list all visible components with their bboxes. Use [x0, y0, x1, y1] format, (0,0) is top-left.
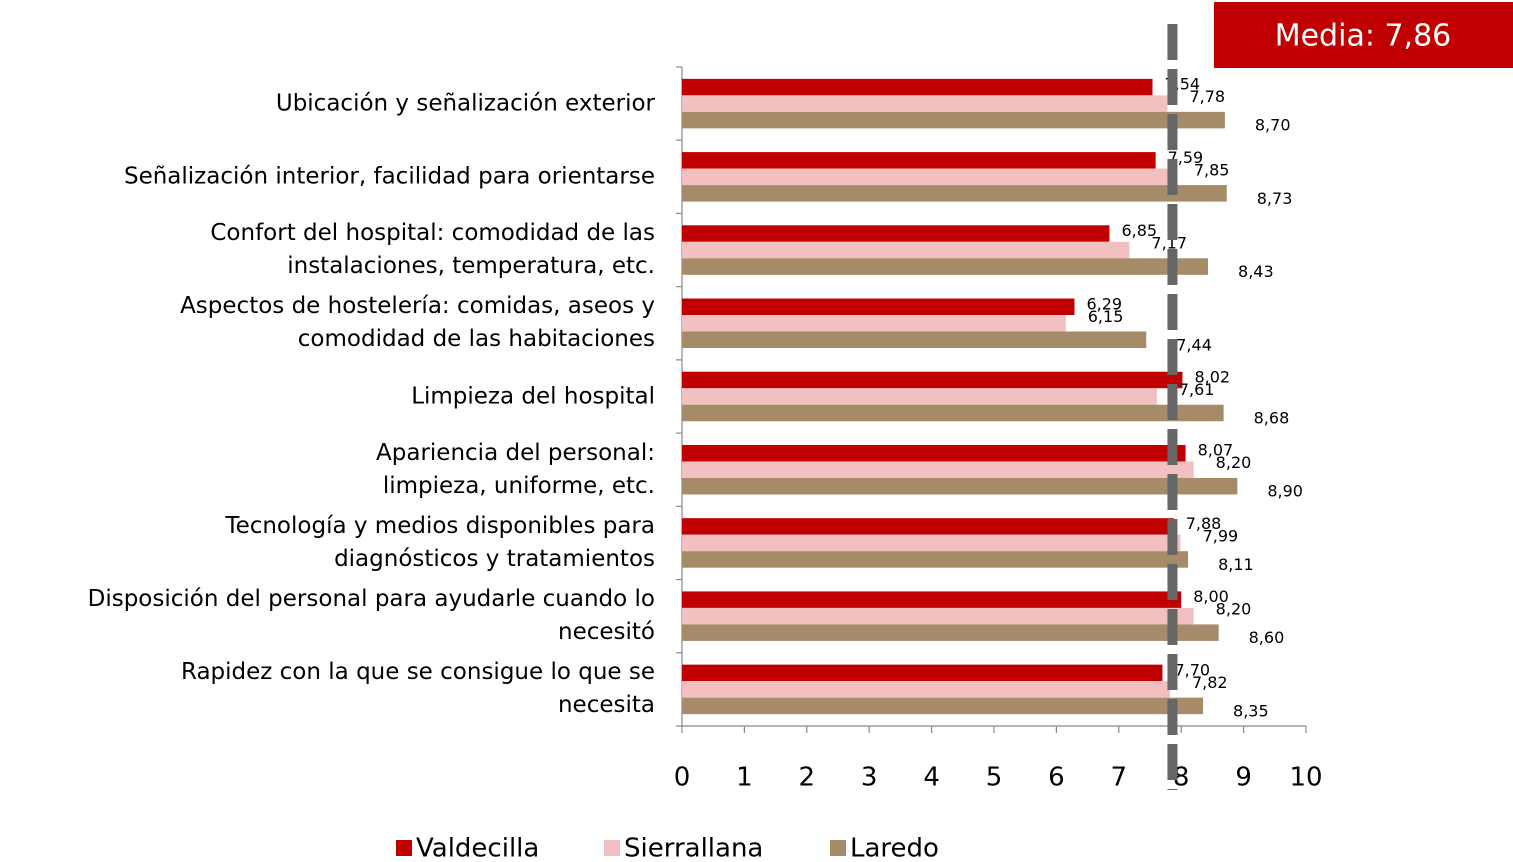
bar — [682, 591, 1182, 608]
bar — [682, 78, 1153, 96]
legend-swatch — [396, 840, 412, 856]
bar — [682, 697, 1204, 715]
value-label: 7,78 — [1189, 87, 1225, 106]
value-label: 7,70 — [1174, 660, 1210, 679]
bar — [682, 331, 1147, 349]
mean-label: Media: 7,86 — [1275, 19, 1452, 54]
category-label: Señalización interior, facilidad para or… — [123, 163, 655, 190]
value-label: 8,60 — [1249, 628, 1285, 647]
x-tick-label: 10 — [1289, 763, 1322, 793]
value-label: 8,20 — [1216, 600, 1252, 619]
value-label: 7,88 — [1186, 514, 1222, 533]
bar — [682, 168, 1172, 186]
bar — [682, 95, 1168, 112]
value-label: 7,17 — [1151, 234, 1187, 253]
category-label: Ubicación y señalización exterior — [275, 90, 655, 117]
mean-box — [1214, 2, 1513, 68]
value-label: 8,00 — [1193, 587, 1229, 606]
value-label: 6,85 — [1121, 221, 1157, 240]
value-label: 7,44 — [1176, 335, 1212, 354]
category-label: Apariencia del personal: limpieza, unifo… — [376, 439, 655, 499]
bar — [682, 461, 1194, 478]
bar — [682, 298, 1075, 316]
value-label: 7,99 — [1203, 526, 1239, 545]
value-label: 6,15 — [1088, 307, 1124, 326]
x-tick-label: 7 — [1111, 763, 1128, 793]
value-label: 8,68 — [1254, 409, 1290, 428]
legend-label: Laredo — [850, 834, 939, 862]
bar — [682, 444, 1186, 462]
category-label: Confort del hospital: comodidad de las i… — [210, 220, 655, 280]
value-label: 8,07 — [1198, 441, 1234, 460]
bar — [682, 551, 1189, 568]
category-label: Aspectos de hostelería: comidas, aseos y… — [180, 293, 655, 353]
category-label: Rapidez con la que se consigue lo que se… — [180, 659, 655, 719]
value-label: 8,73 — [1257, 189, 1293, 208]
value-label: 8,70 — [1255, 116, 1291, 135]
bar — [682, 664, 1163, 682]
value-label: 8,11 — [1218, 555, 1254, 574]
legend-label: Sierrallana — [624, 834, 763, 862]
value-label: 7,61 — [1179, 380, 1215, 399]
value-label: 8,35 — [1233, 701, 1269, 720]
bar — [682, 111, 1225, 129]
bar — [682, 477, 1238, 495]
x-tick-label: 6 — [1048, 763, 1065, 793]
bar — [682, 315, 1066, 332]
value-label: 8,20 — [1216, 453, 1252, 472]
x-tick-label: 9 — [1235, 763, 1252, 793]
bar — [682, 388, 1157, 405]
x-tick-label: 2 — [799, 763, 816, 793]
bar — [682, 624, 1219, 641]
value-label: 7,82 — [1192, 673, 1228, 692]
value-label: 7,85 — [1194, 160, 1230, 179]
bar — [682, 258, 1209, 275]
x-tick-label: 3 — [861, 763, 878, 793]
bar — [682, 241, 1130, 259]
value-label: 8,02 — [1194, 368, 1230, 387]
x-tick-label: 0 — [674, 763, 691, 793]
bar — [682, 518, 1174, 535]
bar — [682, 225, 1110, 242]
legend-swatch — [604, 840, 620, 856]
bar — [682, 607, 1194, 625]
bar — [682, 534, 1181, 552]
value-label: 8,90 — [1267, 482, 1303, 501]
legend-label: Valdecilla — [416, 834, 539, 862]
bar — [682, 152, 1156, 169]
x-tick-label: 5 — [986, 763, 1003, 793]
category-label: Disposición del personal para ayudarle c… — [87, 586, 655, 646]
category-label: Tecnología y medios disponibles para dia… — [225, 512, 655, 572]
bar — [682, 371, 1183, 389]
bar — [682, 681, 1170, 698]
value-label: 6,29 — [1086, 294, 1122, 313]
legend-swatch — [830, 840, 846, 856]
bar — [682, 404, 1224, 422]
value-label: 8,43 — [1238, 262, 1274, 281]
x-tick-label: 4 — [923, 763, 940, 793]
x-tick-label: 1 — [736, 763, 753, 793]
bar — [682, 185, 1227, 202]
category-label: Limpieza del hospital — [411, 383, 655, 409]
